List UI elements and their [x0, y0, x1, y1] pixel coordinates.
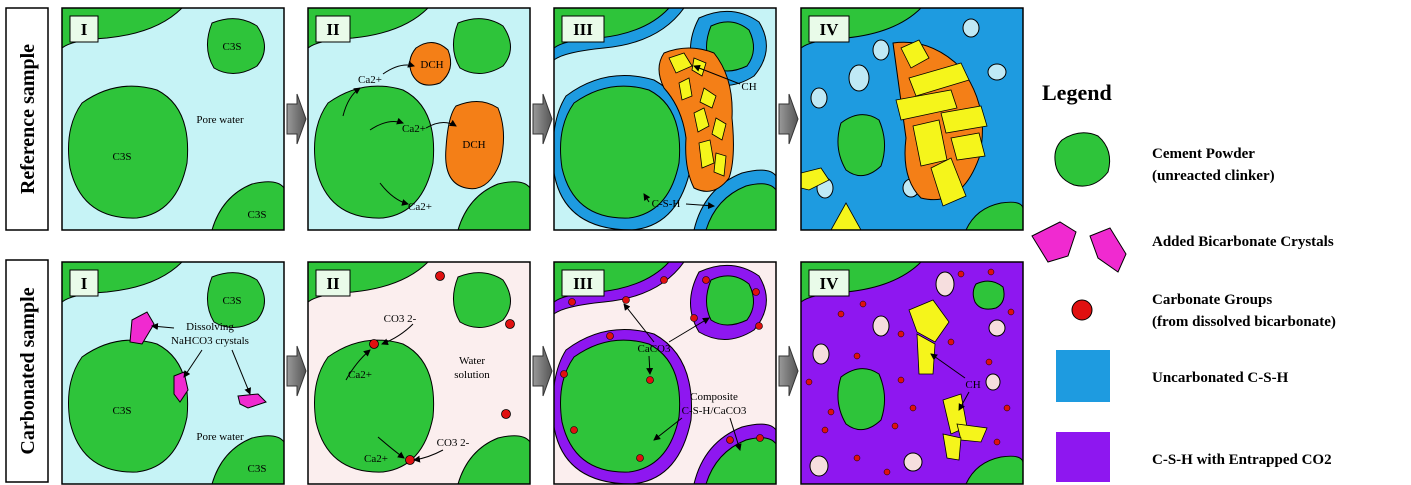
legend-entrapped-swatch — [1056, 432, 1110, 482]
dch-label: DCH — [462, 139, 485, 151]
stage-label: III — [573, 274, 593, 293]
row-label-reference: Reference sample — [5, 7, 49, 231]
c3s-label: C3S — [223, 295, 242, 307]
c3s-label: C3S — [113, 405, 132, 417]
svg-text:Carbonated sample: Carbonated sample — [17, 287, 39, 454]
legend-cement-2: (unreacted clinker) — [1152, 168, 1275, 184]
stage-label: IV — [820, 274, 840, 293]
c3s-label: C3S — [113, 151, 132, 163]
legend-entrapped: C-S-H with Entrapped CO2 — [1152, 452, 1332, 468]
carb-panel-4: CH IV — [800, 261, 1024, 485]
c3s-label: C3S — [248, 463, 267, 475]
legend-cement: Cement Powder — [1152, 146, 1255, 162]
ca-label: Ca2+ — [408, 201, 432, 213]
transition-arrows — [286, 93, 799, 397]
dch-label: DCH — [420, 59, 443, 71]
stage-label: II — [326, 20, 340, 39]
ref-panel-3: CH C-S-H III — [553, 7, 777, 231]
legend-uncarb-swatch — [1056, 350, 1110, 402]
stage-label: II — [326, 274, 340, 293]
caco3-label: CaCO3 — [638, 343, 672, 355]
carb-panel-2: CO3 2- CO3 2- Ca2+ Ca2+ Water solution I… — [307, 261, 531, 485]
co3-label: CO3 2- — [437, 437, 470, 449]
ref-panel-4: IV — [800, 7, 1024, 231]
dissolving-label-2: NaHCO3 crystals — [171, 335, 249, 347]
co3-label: CO3 2- — [384, 313, 417, 325]
carb-panel-1: Dissolving NaHCO3 crystals C3S C3S C3S P… — [61, 261, 285, 485]
ca-label: Ca2+ — [348, 369, 372, 381]
legend-carbonate: Carbonate Groups — [1152, 292, 1272, 308]
legend-cement-swatch — [1054, 132, 1111, 187]
legend-title: Legend — [1042, 80, 1112, 105]
ch-label: CH — [741, 81, 756, 93]
ref-panel-2: DCH DCH Ca2+ Ca2+ Ca2+ II — [307, 7, 531, 231]
row-label-carbonated: Carbonated sample — [5, 259, 49, 483]
stage-label: I — [81, 20, 88, 39]
ca-label: Ca2+ — [402, 123, 426, 135]
stage-label: I — [81, 274, 88, 293]
legend-uncarb: Uncarbonated C-S-H — [1152, 370, 1289, 386]
dissolving-label: Dissolving — [186, 321, 234, 333]
pore-water-label: Pore water — [196, 431, 244, 443]
stage-label: III — [573, 20, 593, 39]
legend-bicarb-swatch — [1031, 221, 1077, 263]
svg-text:Reference sample: Reference sample — [17, 44, 39, 194]
composite-label: Composite — [690, 391, 738, 403]
ca-label: Ca2+ — [358, 74, 382, 86]
c3s-label: C3S — [248, 209, 267, 221]
ch-label: CH — [965, 379, 980, 391]
stage-label: IV — [820, 20, 840, 39]
legend-carbonate-swatch — [1071, 299, 1093, 321]
legend: Legend Cement Powder (unreacted clinker)… — [1031, 80, 1336, 482]
water-label: Water — [459, 355, 485, 367]
pore-water-label: Pore water — [196, 114, 244, 126]
carb-panel-3: CaCO3 Composite C-S-H/CaCO3 III — [553, 261, 777, 485]
legend-carbonate-2: (from dissolved bicarbonate) — [1152, 314, 1336, 330]
ref-panel-1: C3S C3S C3S Pore water I — [61, 7, 285, 231]
ca-label: Ca2+ — [364, 453, 388, 465]
water-label-2: solution — [454, 369, 490, 381]
legend-bicarb: Added Bicarbonate Crystals — [1152, 234, 1334, 250]
legend-bicarb-swatch — [1089, 227, 1127, 273]
csh-label: C-S-H — [652, 198, 681, 210]
c3s-label: C3S — [223, 41, 242, 53]
composite-label-2: C-S-H/CaCO3 — [682, 405, 747, 417]
